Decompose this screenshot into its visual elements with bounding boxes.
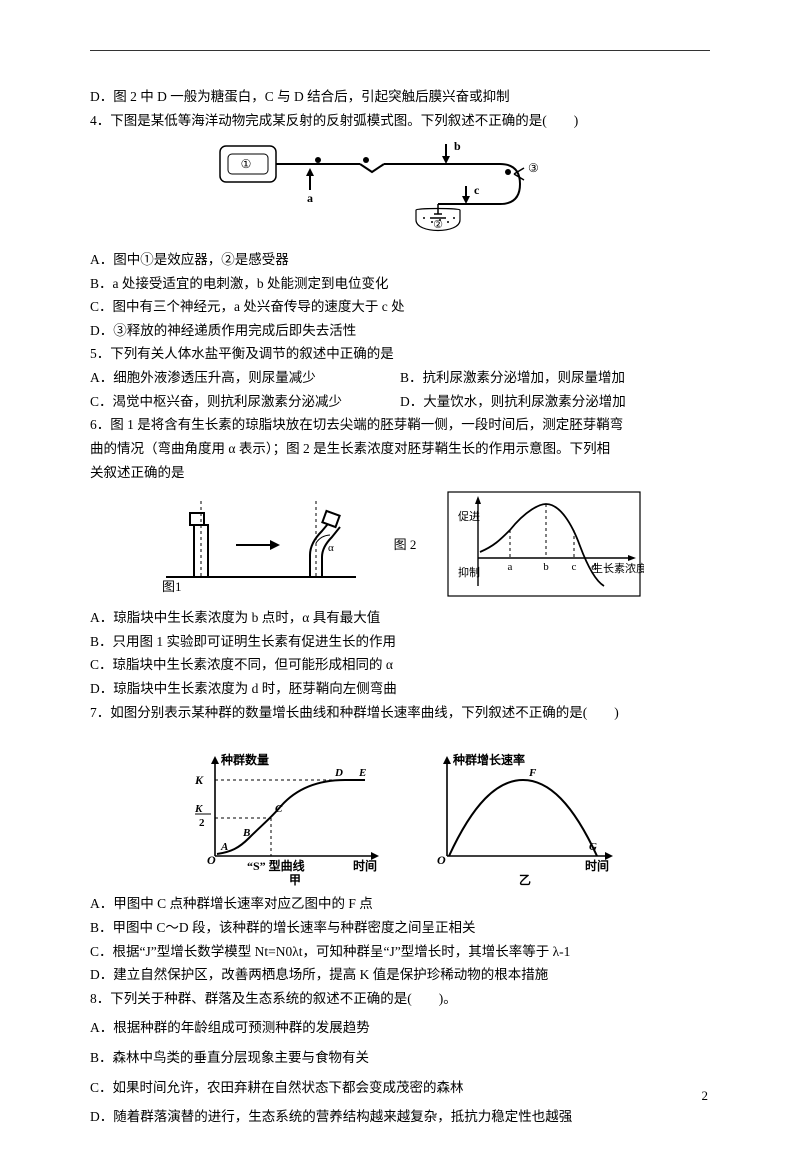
sub-left: 甲 [289,873,301,886]
q5-opt-c: C．渴觉中枢兴奋，则抗利尿激素分泌减少 [90,390,400,414]
label-2: ② [433,219,443,231]
q5-options: A．细胞外液渗透压升高，则尿量减少 B．抗利尿激素分泌增加，则尿量增加 C．渴觉… [90,366,710,413]
label-3: ③ [528,161,539,175]
q5-stem: 5．下列有关人体水盐平衡及调节的叙述中正确的是 [90,342,710,366]
q5-opt-a: A．细胞外液渗透压升高，则尿量减少 [90,366,400,390]
q6-stem-1: 6．图 1 是将含有生长素的琼脂块放在切去尖端的胚芽鞘一侧，一段时间后，测定胚芽… [90,413,710,437]
q7-stem: 7．如图分别表示某种群的数量增长曲线和种群增长速率曲线，下列叙述不正确的是( ) [90,701,710,725]
q6-stem-2: 曲的情况（弯曲角度用 α 表示）；图 2 是生长素浓度对胚芽鞘生长的作用示意图。… [90,437,710,461]
q6-fig2: 促进 抑制 生长素浓度 a b c d [444,490,644,600]
q7-fig-right: 种群增长速率 O F G 时间 乙 [419,752,623,886]
q6-figures: α 图1 图 2 促进 抑制 生长素浓度 a b c d [90,490,710,600]
q4-opt-a: A．图中①是效应器，②是感受器 [90,248,710,272]
q7-opt-a: A．甲图中 C 点种群增长速率对应乙图中的 F 点 [90,892,710,916]
alpha-label: α [328,542,334,554]
q7-opt-d: D．建立自然保护区，改善两栖息场所，提高 K 值是保护珍稀动物的根本措施 [90,963,710,987]
label-a: a [307,191,313,205]
q4-stem: 4．下图是某低等海洋动物完成某反射的反射弧模式图。下列叙述不正确的是( ) [90,109,710,133]
q3-opt-d: D．图 2 中 D 一般为糖蛋白，C 与 D 结合后，引起突触后膜兴奋或抑制 [90,85,710,109]
pt-C: C [275,803,283,815]
fig2-caption: 图 2 [394,534,417,557]
q8-opt-b: B．森林中鸟类的垂直分层现象主要与食物有关 [90,1046,710,1070]
origin-o-right: O [437,853,446,867]
xlabel-auxin: 生长素浓度 [592,561,644,575]
label-b: b [454,139,461,153]
q6-opt-c: C．琼脂块中生长素浓度不同，但可能形成相同的 α [90,653,710,677]
q4-figure: ① a b ③ c [210,138,710,246]
q7-figures: 种群数量 O K K 2 A B C D E 时间 “S” 型曲线 甲 [90,752,710,886]
page-number: 2 [702,1088,709,1104]
q6-opt-d: D．琼脂块中生长素浓度为 d 时，胚芽鞘向左侧弯曲 [90,677,710,701]
y-inhibit: 抑制 [458,565,480,579]
q7-fig-left: 种群数量 O K K 2 A B C D E 时间 “S” 型曲线 甲 [177,752,391,886]
q4-opt-d: D．③释放的神经递质作用完成后即失去活性 [90,319,710,343]
q8-opt-a: A．根据种群的年龄组成可预测种群的发展趋势 [90,1016,710,1040]
q5-opt-b: B．抗利尿激素分泌增加，则尿量增加 [400,366,710,390]
K-label: K [194,773,204,787]
q6-stem-3: 关叙述正确的是 [90,461,710,485]
q4-opt-c: C．图中有三个神经元，a 处兴奋传导的速度大于 c 处 [90,295,710,319]
xlabel-left: 时间 [353,858,377,873]
pt-b: b [544,561,550,573]
q6-opt-b: B．只用图 1 实验即可证明生长素有促进生长的作用 [90,630,710,654]
q7-opt-c: C．根据“J”型增长数学模型 Nt=N0λt，可知种群呈“J”型增长时，其增长率… [90,940,710,964]
pt-B: B [242,827,250,839]
q5-opt-d: D．大量饮水，则抗利尿激素分泌增加 [400,390,710,414]
pt-c: c [572,561,577,573]
pt-E: E [358,767,366,779]
pt-D: D [334,767,343,779]
pt-a: a [508,561,513,573]
sub-right: 乙 [519,873,531,886]
footer-left: “S” 型曲线 [247,858,305,873]
origin-o-left: O [207,853,216,867]
q7-opt-b: B．甲图中 C～D 段，该种群的增长速率与种群密度之间呈正相关 [90,916,710,940]
xlabel-right: 时间 [585,858,609,873]
pt-A: A [220,841,228,853]
label-c: c [474,183,480,197]
q8-opt-d: D．随着群落演替的进行，生态系统的营养结构越来越复杂，抵抗力稳定性也越强 [90,1105,710,1129]
q8-opt-c: C．如果时间允许，农田弃耕在自然状态下都会变成茂密的森林 [90,1076,710,1100]
pt-d: d [592,561,598,573]
q8-stem: 8．下列关于种群、群落及生态系统的叙述不正确的是( )。 [90,987,710,1011]
K-half-num: K [194,803,203,815]
page-body: D．图 2 中 D 一般为糖蛋白，C 与 D 结合后，引起突触后膜兴奋或抑制 4… [0,0,800,1169]
pt-G: G [589,841,597,853]
ylabel-right: 种群增长速率 [452,752,525,767]
top-rule [90,50,710,51]
fig1-caption: 图1 [162,579,182,594]
q6-opt-a: A．琼脂块中生长素浓度为 b 点时，α 具有最大值 [90,606,710,630]
q6-fig1: α 图1 [156,495,366,595]
y-promote: 促进 [458,509,480,523]
ylabel-left: 种群数量 [220,752,269,767]
label-1: ① [241,157,252,171]
K-half-den: 2 [199,817,205,829]
q4-opt-b: B．a 处接受适宜的电刺激，b 处能测定到电位变化 [90,272,710,296]
pt-F: F [528,767,537,779]
